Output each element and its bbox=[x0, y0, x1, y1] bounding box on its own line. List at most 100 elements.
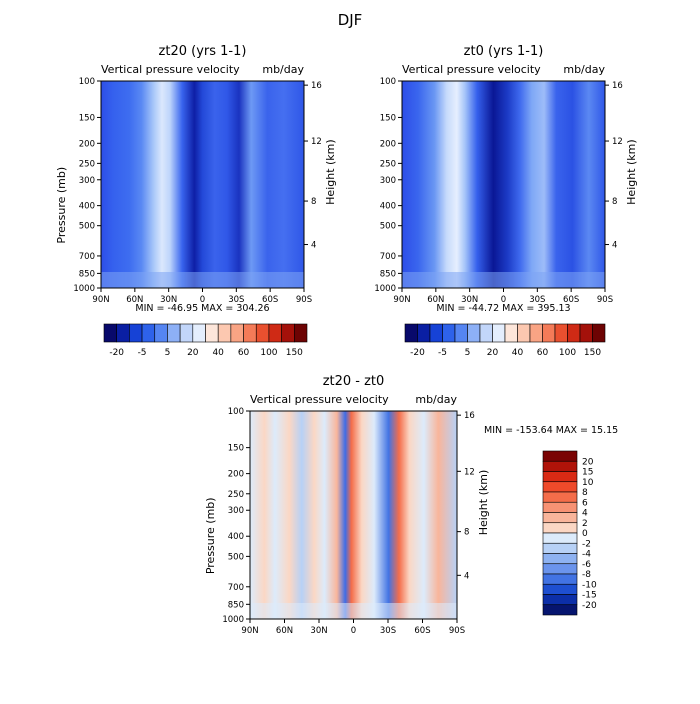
y-tick-label: 150 bbox=[380, 113, 396, 123]
colorbar-label: 6 bbox=[582, 498, 588, 508]
colorbar-label: 150 bbox=[584, 348, 601, 358]
y-tick-label: 150 bbox=[228, 444, 244, 454]
colorbar-swatch bbox=[179, 323, 194, 343]
x-tick-label: 90N bbox=[241, 626, 258, 636]
colorbar-label: -20 bbox=[410, 348, 425, 358]
colorbar-swatch bbox=[205, 323, 219, 343]
y-tick-label: 200 bbox=[228, 470, 244, 480]
colorbar-label: -4 bbox=[582, 550, 591, 560]
colorbar-swatch bbox=[542, 512, 578, 524]
y-tick-label: 150 bbox=[79, 113, 95, 123]
y2-tick-label: 16 bbox=[612, 81, 623, 91]
x-tick-label: 30N bbox=[461, 295, 478, 305]
colorbar-swatch bbox=[542, 583, 578, 595]
x-tick-label: 60N bbox=[126, 295, 143, 305]
min-max-stats: MIN = -153.64 MAX = 15.15 bbox=[484, 425, 618, 436]
colorbar-label: -6 bbox=[582, 560, 591, 570]
min-max-stats: MIN = -44.72 MAX = 395.13 bbox=[436, 303, 570, 314]
colorbar-label: 20 bbox=[582, 457, 594, 467]
x-tick-label: 60N bbox=[427, 295, 444, 305]
colorbar-swatch bbox=[103, 323, 117, 343]
panel-subtitle-left: Vertical pressure velocity bbox=[101, 63, 240, 76]
x-tick-label: 60S bbox=[563, 295, 579, 305]
x-tick-label: 0 bbox=[501, 295, 506, 305]
x-tick-label: 30S bbox=[529, 295, 545, 305]
colorbar: -20 -5 5 20 40 60 100 150 bbox=[404, 323, 606, 358]
panel-subtitle-left: Vertical pressure velocity bbox=[402, 63, 541, 76]
min-max-stats: MIN = -46.95 MAX = 304.26 bbox=[135, 303, 269, 314]
colorbar-label: 5 bbox=[465, 348, 471, 358]
panel-subtitle-right: mb/day bbox=[262, 63, 304, 76]
colorbar-swatch bbox=[542, 594, 578, 606]
colorbar-swatch bbox=[243, 323, 257, 343]
colorbar-label: 20 bbox=[187, 348, 199, 358]
panel-1: zt20 (yrs 1-1) Vertical pressure velocity… bbox=[55, 44, 337, 358]
colorbar-label: 60 bbox=[537, 348, 549, 358]
colorbar-swatch bbox=[542, 542, 578, 554]
colorbar-label: 100 bbox=[260, 348, 277, 358]
y2-tick-label: 4 bbox=[311, 241, 316, 251]
y-tick-label: 300 bbox=[79, 176, 95, 186]
colorbar-label: 40 bbox=[212, 348, 224, 358]
x-tick-label: 60N bbox=[276, 626, 293, 636]
y-axis-title: Pressure (mb) bbox=[204, 497, 217, 574]
colorbar-label: -5 bbox=[138, 348, 147, 358]
y-tick-label: 400 bbox=[380, 202, 396, 212]
colorbar-swatch bbox=[542, 563, 578, 575]
y2-tick-label: 8 bbox=[311, 197, 316, 207]
heatmap-field bbox=[101, 81, 304, 288]
y-tick-label: 850 bbox=[380, 269, 396, 279]
colorbar-swatch bbox=[517, 323, 531, 343]
y-tick-label: 700 bbox=[380, 252, 396, 262]
colorbar-label: 100 bbox=[559, 348, 576, 358]
colorbar-swatch bbox=[542, 532, 578, 544]
heatmap-field bbox=[250, 411, 457, 619]
colorbar-swatch bbox=[454, 323, 468, 343]
colorbar-label: 20 bbox=[487, 348, 499, 358]
colorbar-label: -2 bbox=[582, 539, 591, 549]
colorbar-swatch bbox=[554, 323, 568, 343]
colorbar-swatch bbox=[167, 323, 181, 343]
colorbar-label: -8 bbox=[582, 570, 591, 580]
colorbar-swatch bbox=[442, 323, 456, 343]
colorbar-swatch bbox=[479, 323, 493, 343]
y-tick-label: 1000 bbox=[222, 615, 244, 625]
colorbar-swatch bbox=[592, 323, 606, 343]
colorbar-label: -10 bbox=[582, 580, 597, 590]
x-tick-label: 0 bbox=[200, 295, 205, 305]
y-tick-label: 500 bbox=[380, 222, 396, 232]
y-tick-label: 200 bbox=[380, 139, 396, 149]
colorbar-swatch bbox=[268, 323, 282, 343]
colorbar-swatch bbox=[529, 323, 543, 343]
y-tick-label: 1000 bbox=[73, 284, 95, 294]
panel-3: zt20 - zt0 Vertical pressure velocity mb/d… bbox=[204, 374, 618, 636]
x-tick-label: 90N bbox=[92, 295, 109, 305]
y-tick-label: 250 bbox=[79, 159, 95, 169]
x-tick-label: 0 bbox=[351, 626, 356, 636]
x-tick-label: 90N bbox=[393, 295, 410, 305]
panel-title: zt20 (yrs 1-1) bbox=[159, 44, 247, 59]
colorbar-swatch bbox=[542, 471, 578, 483]
colorbar-swatch bbox=[542, 460, 578, 472]
panel-2: zt0 (yrs 1-1) Vertical pressure velocity m… bbox=[374, 44, 638, 358]
y-tick-label: 100 bbox=[228, 407, 244, 417]
y-tick-label: 250 bbox=[380, 159, 396, 169]
colorbar-label: 2 bbox=[582, 519, 588, 529]
colorbar-swatch bbox=[192, 323, 206, 343]
surface-layer bbox=[101, 272, 304, 288]
colorbar-label: 4 bbox=[582, 509, 588, 519]
y2-axis-title: Height (km) bbox=[477, 470, 490, 536]
colorbar-swatch bbox=[542, 553, 578, 565]
colorbar-swatch bbox=[154, 323, 168, 343]
y2-tick-label: 4 bbox=[612, 241, 617, 251]
colorbar-swatch bbox=[255, 323, 270, 343]
y-tick-label: 400 bbox=[79, 202, 95, 212]
colorbar-swatch bbox=[567, 323, 581, 343]
y-tick-label: 850 bbox=[79, 269, 95, 279]
y-tick-label: 400 bbox=[228, 532, 244, 542]
panel-title: zt20 - zt0 bbox=[323, 374, 385, 389]
x-tick-label: 90S bbox=[296, 295, 312, 305]
colorbar-swatch bbox=[542, 481, 578, 493]
